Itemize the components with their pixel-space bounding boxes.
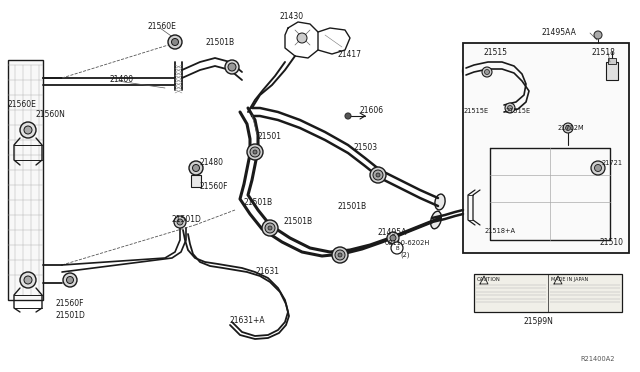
Circle shape (20, 272, 36, 288)
Circle shape (370, 167, 386, 183)
Circle shape (67, 276, 74, 283)
Text: 21599N: 21599N (523, 317, 553, 326)
Text: 21400: 21400 (110, 75, 134, 84)
Text: 21518: 21518 (592, 48, 616, 57)
Text: 21721: 21721 (602, 160, 623, 166)
Circle shape (338, 253, 342, 257)
Circle shape (174, 216, 186, 228)
Circle shape (253, 150, 257, 154)
Text: 21631: 21631 (255, 267, 279, 276)
Text: 21560N: 21560N (35, 110, 65, 119)
Bar (8, 60, 43, 300)
Circle shape (594, 31, 602, 39)
Circle shape (335, 250, 345, 260)
Circle shape (345, 113, 351, 119)
Text: 21518+A: 21518+A (485, 228, 516, 234)
Circle shape (20, 122, 36, 138)
Circle shape (563, 123, 573, 133)
Text: 08110-6202H: 08110-6202H (385, 240, 430, 246)
Bar (608, 58, 616, 64)
Circle shape (268, 226, 272, 230)
Text: 21501B: 21501B (205, 38, 234, 47)
Circle shape (373, 170, 383, 180)
Circle shape (508, 106, 513, 110)
Text: 21495A: 21495A (378, 228, 408, 237)
Circle shape (482, 67, 492, 77)
Bar (606, 62, 618, 80)
Circle shape (387, 232, 399, 244)
Text: 21560E: 21560E (148, 22, 177, 31)
Bar (474, 274, 622, 312)
Circle shape (172, 38, 179, 45)
Circle shape (262, 220, 278, 236)
Text: 21515E: 21515E (506, 108, 531, 114)
Circle shape (566, 125, 570, 131)
Text: 21501B: 21501B (244, 198, 273, 207)
Circle shape (332, 247, 348, 263)
Text: 21503: 21503 (353, 143, 377, 152)
Circle shape (189, 161, 203, 175)
Circle shape (265, 223, 275, 233)
Text: 21501B: 21501B (284, 217, 313, 226)
Text: 21606: 21606 (360, 106, 384, 115)
Text: 21560F: 21560F (200, 182, 228, 191)
Text: 21515: 21515 (484, 48, 508, 57)
Circle shape (595, 164, 602, 171)
Text: R21400A2: R21400A2 (580, 356, 614, 362)
Circle shape (247, 144, 263, 160)
Circle shape (390, 235, 396, 241)
Text: 21501B: 21501B (338, 202, 367, 211)
Text: 21495AA: 21495AA (541, 28, 576, 37)
Text: (2): (2) (400, 252, 410, 259)
Text: 21515E: 21515E (464, 108, 489, 114)
Circle shape (228, 63, 236, 71)
Bar (191, 175, 201, 187)
Ellipse shape (431, 211, 442, 229)
Circle shape (591, 161, 605, 175)
Bar (463, 43, 629, 253)
Text: 21560F: 21560F (55, 299, 83, 308)
Ellipse shape (435, 194, 445, 210)
Text: MADE IN JAPAN: MADE IN JAPAN (551, 277, 588, 282)
Text: 21510: 21510 (600, 238, 624, 247)
Text: CAUTION: CAUTION (477, 277, 500, 282)
Text: 21501D: 21501D (172, 215, 202, 224)
Text: B: B (395, 246, 399, 250)
Text: 21501D: 21501D (55, 311, 85, 320)
Text: 21430: 21430 (280, 12, 304, 21)
Text: 21631+A: 21631+A (230, 316, 266, 325)
Circle shape (391, 242, 403, 254)
Circle shape (24, 126, 32, 134)
Text: 21417: 21417 (338, 50, 362, 59)
Text: 21501: 21501 (257, 132, 281, 141)
Circle shape (63, 273, 77, 287)
Circle shape (193, 164, 200, 171)
Text: 21712M: 21712M (558, 125, 584, 131)
Circle shape (505, 103, 515, 113)
Circle shape (24, 276, 32, 284)
Circle shape (376, 173, 380, 177)
Text: 21480: 21480 (200, 158, 224, 167)
Ellipse shape (463, 64, 470, 78)
Circle shape (250, 147, 260, 157)
Text: 21560E: 21560E (8, 100, 37, 109)
Circle shape (168, 35, 182, 49)
Circle shape (225, 60, 239, 74)
Circle shape (177, 219, 183, 225)
Circle shape (484, 70, 490, 74)
Circle shape (297, 33, 307, 43)
